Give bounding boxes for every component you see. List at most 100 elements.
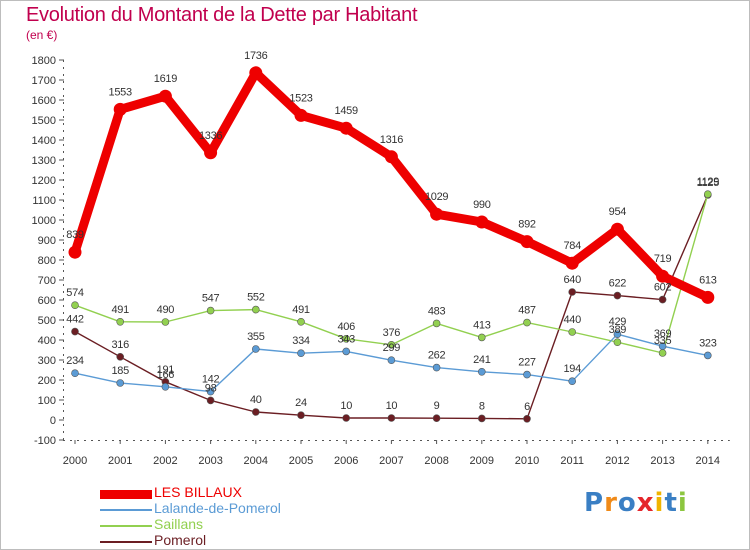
x-tick-label: 2002	[153, 455, 177, 467]
data-point	[249, 66, 263, 80]
series-line	[70, 68, 713, 302]
x-tick-label: 2003	[198, 455, 222, 467]
data-point	[297, 317, 305, 326]
data-label: 574	[66, 287, 84, 299]
data-label: 389	[609, 324, 627, 336]
series-layer	[68, 66, 715, 423]
legend-label: LES BILLAUX	[154, 484, 242, 500]
y-tick-label: 500	[38, 315, 56, 327]
y-tick-label: 800	[38, 255, 56, 267]
data-point	[656, 269, 670, 283]
data-label: 429	[609, 316, 627, 328]
data-label: 1459	[335, 105, 358, 117]
data-label: 323	[699, 337, 717, 349]
data-label: 491	[111, 304, 129, 316]
data-label: 142	[202, 374, 220, 386]
data-label: 262	[428, 350, 446, 362]
data-label: 839	[66, 229, 84, 241]
data-point	[477, 414, 486, 423]
data-label: 343	[337, 333, 355, 345]
x-tick-label: 2005	[289, 455, 313, 467]
data-point	[161, 318, 170, 326]
data-point	[342, 334, 351, 343]
data-point	[339, 121, 353, 135]
logo-letter: r	[604, 488, 618, 518]
data-label: 234	[66, 355, 84, 367]
legend-label: Lalande-de-Pomerol	[154, 500, 281, 516]
data-label: 892	[518, 219, 536, 231]
x-tick-label: 2013	[650, 455, 674, 467]
y-tick-label: 1100	[32, 195, 56, 207]
data-point	[116, 317, 124, 326]
x-tick-label: 2011	[560, 455, 584, 467]
data-point	[475, 215, 489, 229]
data-point	[568, 328, 577, 336]
data-label: 1523	[289, 92, 312, 104]
chart-title: Evolution du Montant de la Dette par Hab…	[26, 4, 418, 26]
data-point	[613, 338, 622, 347]
data-point	[158, 89, 172, 103]
data-label: 413	[473, 319, 491, 331]
data-label: 98	[205, 382, 217, 394]
data-point	[432, 414, 441, 423]
x-tick-label: 2006	[334, 455, 358, 467]
data-point	[568, 288, 577, 296]
logo-letter: i	[654, 488, 665, 518]
data-label: 640	[563, 274, 581, 286]
legend-swatch	[100, 525, 152, 527]
y-tick-label: 600	[38, 295, 56, 307]
data-point	[206, 306, 215, 315]
data-label: 10	[340, 400, 352, 412]
y-tick-label: 1700	[32, 75, 56, 87]
data-point	[477, 367, 486, 376]
data-label: 1125	[697, 177, 720, 189]
x-tick-label: 2010	[515, 455, 539, 467]
data-label: 602	[654, 282, 672, 294]
x-tick-label: 2007	[379, 455, 403, 467]
x-tick-label: 2014	[696, 455, 720, 467]
data-label: 1029	[425, 191, 448, 203]
data-point	[613, 330, 622, 339]
data-point	[252, 345, 260, 353]
data-label: 1619	[154, 73, 177, 85]
data-point	[342, 347, 351, 356]
data-point	[294, 108, 308, 122]
data-label: 9	[434, 400, 440, 412]
data-point	[523, 414, 531, 423]
data-point	[206, 387, 215, 396]
chart-subtitle: (en €)	[26, 28, 58, 42]
data-label: 8	[479, 400, 485, 412]
data-label: 483	[428, 305, 446, 317]
y-tick-label: 1600	[32, 95, 56, 107]
legend-swatch	[100, 509, 152, 511]
x-tick-label: 2000	[63, 455, 87, 467]
data-point	[430, 207, 444, 221]
data-point	[252, 305, 260, 314]
data-point	[658, 295, 667, 304]
data-label: 6	[524, 401, 530, 413]
data-label: 990	[473, 199, 491, 211]
data-label: 622	[609, 278, 627, 290]
y-tick-label: 300	[38, 355, 56, 367]
data-label: 954	[609, 206, 627, 218]
data-label: 355	[247, 331, 265, 343]
logo-letter: x	[636, 488, 655, 518]
y-tick-label: 1500	[32, 115, 56, 127]
data-label: 490	[157, 304, 175, 316]
data-label: 442	[66, 314, 84, 326]
data-label: 185	[111, 365, 129, 377]
data-point	[520, 235, 534, 249]
data-point	[610, 222, 624, 236]
data-label: 406	[337, 321, 355, 333]
data-label: 613	[699, 274, 717, 286]
data-label: 369	[654, 328, 672, 340]
legend-swatch	[100, 490, 152, 499]
logo-letter: o	[617, 488, 637, 518]
data-label: 191	[157, 364, 175, 376]
y-tick-label: 1300	[32, 155, 56, 167]
data-point	[204, 146, 218, 160]
data-label: 166	[157, 369, 175, 381]
data-point	[658, 342, 667, 351]
